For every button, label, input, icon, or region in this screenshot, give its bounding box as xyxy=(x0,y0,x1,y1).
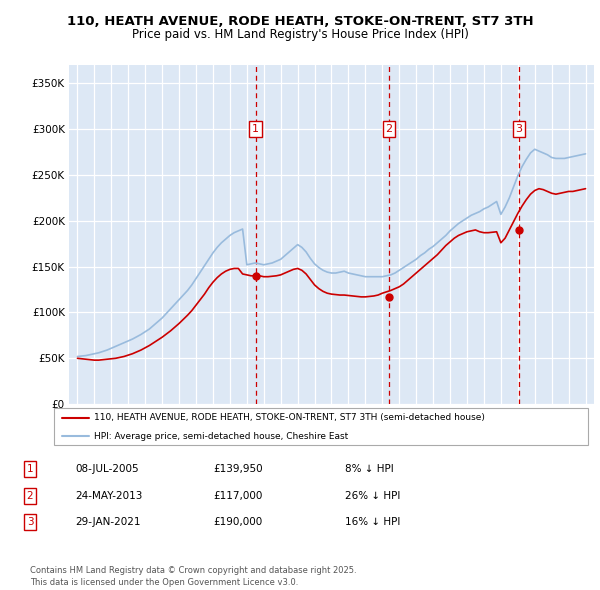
Text: £117,000: £117,000 xyxy=(213,491,262,500)
Text: 2: 2 xyxy=(26,491,34,500)
Text: 110, HEATH AVENUE, RODE HEATH, STOKE-ON-TRENT, ST7 3TH: 110, HEATH AVENUE, RODE HEATH, STOKE-ON-… xyxy=(67,15,533,28)
Text: 3: 3 xyxy=(26,517,34,527)
Text: 29-JAN-2021: 29-JAN-2021 xyxy=(75,517,140,527)
Text: £139,950: £139,950 xyxy=(213,464,263,474)
Text: Price paid vs. HM Land Registry's House Price Index (HPI): Price paid vs. HM Land Registry's House … xyxy=(131,28,469,41)
Text: 26% ↓ HPI: 26% ↓ HPI xyxy=(345,491,400,500)
Text: 1: 1 xyxy=(252,124,259,134)
Text: Contains HM Land Registry data © Crown copyright and database right 2025.
This d: Contains HM Land Registry data © Crown c… xyxy=(30,566,356,587)
Text: 1: 1 xyxy=(26,464,34,474)
Text: 110, HEATH AVENUE, RODE HEATH, STOKE-ON-TRENT, ST7 3TH (semi-detached house): 110, HEATH AVENUE, RODE HEATH, STOKE-ON-… xyxy=(94,413,485,422)
Text: 16% ↓ HPI: 16% ↓ HPI xyxy=(345,517,400,527)
Text: 24-MAY-2013: 24-MAY-2013 xyxy=(75,491,142,500)
FancyBboxPatch shape xyxy=(54,408,588,445)
Text: HPI: Average price, semi-detached house, Cheshire East: HPI: Average price, semi-detached house,… xyxy=(94,432,348,441)
Text: 8% ↓ HPI: 8% ↓ HPI xyxy=(345,464,394,474)
Text: £190,000: £190,000 xyxy=(213,517,262,527)
Text: 08-JUL-2005: 08-JUL-2005 xyxy=(75,464,139,474)
Text: 3: 3 xyxy=(515,124,523,134)
Text: 2: 2 xyxy=(385,124,392,134)
